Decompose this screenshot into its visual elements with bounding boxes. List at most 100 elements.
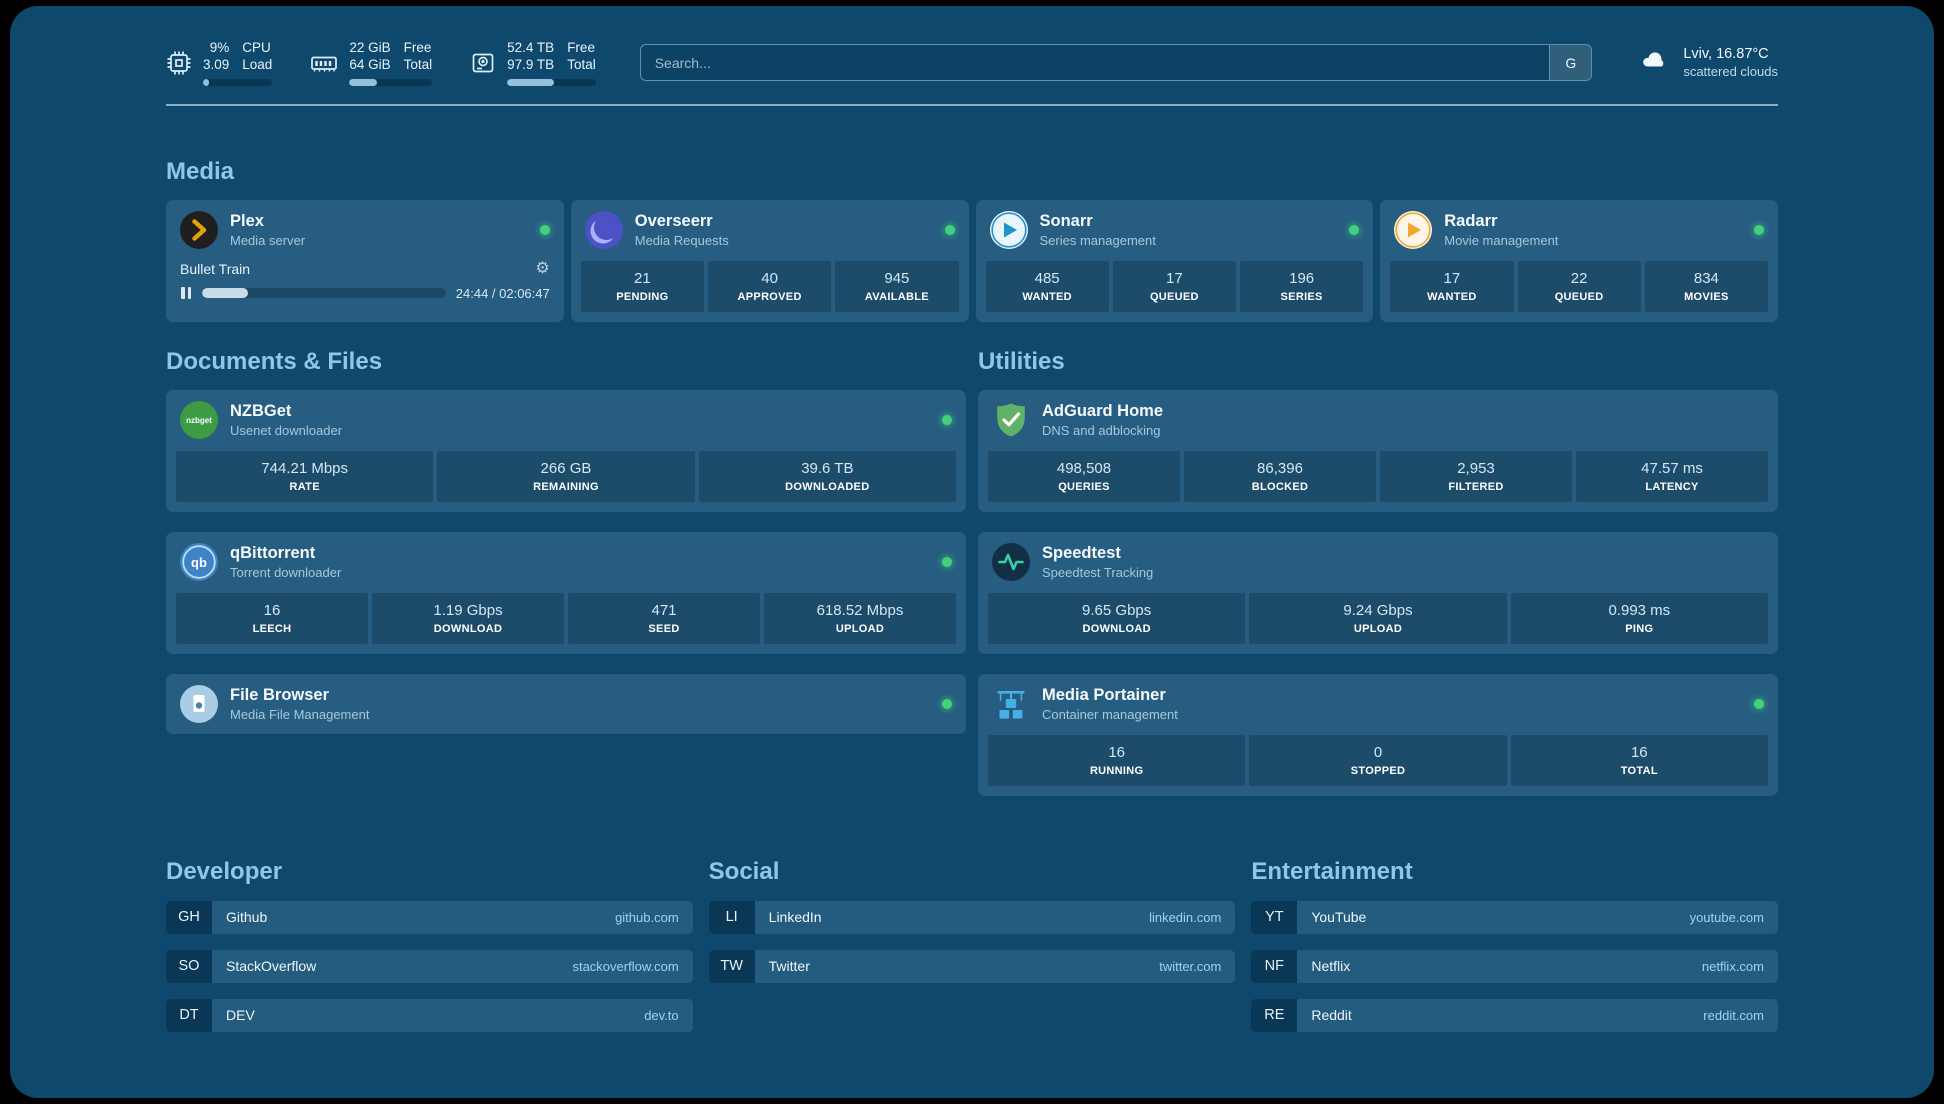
search-bar: G bbox=[639, 44, 1593, 82]
status-dot bbox=[944, 224, 955, 235]
service-card-sonarr[interactable]: Sonarr Series management 485 WANTED 17 Q… bbox=[975, 199, 1374, 322]
playback-progress-track[interactable] bbox=[202, 288, 446, 299]
radarr-header[interactable]: Radarr Movie management bbox=[1380, 200, 1778, 260]
stat-upload: 618.52 Mbps UPLOAD bbox=[764, 592, 956, 644]
adguard-header[interactable]: AdGuard Home DNS and adblocking bbox=[978, 390, 1778, 450]
bookmark-name: Twitter bbox=[768, 958, 810, 975]
stat-label: FILTERED bbox=[1448, 480, 1504, 493]
service-card-plex[interactable]: Plex Media server Bullet Train bbox=[166, 199, 564, 322]
stat-value: 196 bbox=[1289, 269, 1315, 287]
bookmark-row-dev[interactable]: DT DEV dev.to bbox=[166, 998, 693, 1032]
service-card-nzbget[interactable]: nzbget NZBGet Usenet downloader 74 bbox=[166, 389, 966, 512]
speedtest-pulse-icon bbox=[992, 542, 1030, 581]
bookmark-group-developer: Developer GH Github github.com SO StackO… bbox=[166, 858, 693, 1032]
adguard-text: AdGuard Home DNS and adblocking bbox=[1042, 402, 1163, 438]
bookmark-row-reddit[interactable]: RE Reddit reddit.com bbox=[1251, 998, 1778, 1032]
bookmark-row-github[interactable]: GH Github github.com bbox=[166, 900, 693, 934]
stat-label: LATENCY bbox=[1645, 480, 1699, 493]
service-card-portainer[interactable]: Media Portainer Container management 16 … bbox=[978, 673, 1778, 796]
memory-widget: 22 GiB 64 GiB Free Total bbox=[310, 40, 433, 86]
search-provider-button[interactable]: G bbox=[1549, 45, 1592, 81]
stat-label: PENDING bbox=[616, 290, 669, 303]
cpu-load-label: Load bbox=[242, 56, 273, 72]
settings-gear-icon[interactable] bbox=[535, 261, 549, 277]
system-widgets: 9% 3.09 CPU Load bbox=[166, 40, 596, 86]
bookmark-row-stackoverflow[interactable]: SO StackOverflow stackoverflow.com bbox=[166, 949, 693, 983]
section-title-media: Media bbox=[166, 157, 235, 185]
service-card-filebrowser[interactable]: File Browser Media File Management bbox=[166, 673, 966, 734]
stat-label: REMAINING bbox=[533, 480, 599, 493]
stat-label: QUEUED bbox=[1554, 290, 1604, 303]
stat-available: 945 AVAILABLE bbox=[835, 260, 959, 312]
stat-label: DOWNLOADED bbox=[785, 480, 870, 493]
stat-value: 266 GB bbox=[540, 459, 592, 477]
cpu-progress-track bbox=[203, 78, 273, 86]
sonarr-header[interactable]: Sonarr Series management bbox=[976, 200, 1374, 260]
weather-widget: Lviv, 16.87°C scattered clouds bbox=[1636, 46, 1778, 79]
stat-queries: 498,508 QUERIES bbox=[988, 450, 1180, 502]
bookmark-domain: youtube.com bbox=[1689, 909, 1764, 925]
stat-value: 17 bbox=[1443, 269, 1461, 287]
documents-column: Documents & Files nzbget bbox=[166, 348, 966, 796]
stat-value: 16 bbox=[263, 601, 281, 619]
status-dot bbox=[942, 698, 952, 709]
dashboard: 9% 3.09 CPU Load bbox=[10, 6, 1934, 1098]
service-name: Sonarr bbox=[1039, 211, 1093, 230]
service-card-radarr[interactable]: Radarr Movie management 17 WANTED 22 QUE… bbox=[1380, 199, 1778, 322]
stat-wanted: 17 WANTED bbox=[1390, 260, 1514, 312]
stat-value: 485 bbox=[1034, 269, 1060, 287]
service-card-overseerr[interactable]: Overseerr Media Requests 21 PENDING 40 A… bbox=[570, 199, 969, 322]
service-subtitle: DNS and adblocking bbox=[1042, 422, 1161, 438]
service-card-adguard[interactable]: AdGuard Home DNS and adblocking 498,508 … bbox=[978, 389, 1778, 512]
stat-value: 40 bbox=[761, 269, 778, 287]
portainer-text: Media Portainer Container management bbox=[1042, 686, 1178, 722]
stat-value: 9.24 Gbps bbox=[1343, 601, 1413, 619]
plex-header[interactable]: Plex Media server bbox=[166, 200, 564, 260]
adguard-stats: 498,508 QUERIES 86,396 BLOCKED 2,953 FIL… bbox=[978, 450, 1778, 512]
cpu-percent: 9% bbox=[209, 40, 230, 55]
now-playing-title: Bullet Train bbox=[180, 260, 251, 277]
memory-total: 64 GiB bbox=[349, 56, 391, 72]
stat-label: RATE bbox=[289, 480, 320, 493]
bookmark-name: StackOverflow bbox=[226, 958, 317, 975]
service-name: File Browser bbox=[230, 685, 330, 704]
qbittorrent-icon: qb bbox=[180, 542, 218, 581]
service-subtitle: Usenet downloader bbox=[230, 422, 343, 438]
radarr-stats: 17 WANTED 22 QUEUED 834 MOVIES bbox=[1380, 260, 1778, 322]
bookmark-row-youtube[interactable]: YT YouTube youtube.com bbox=[1251, 900, 1778, 934]
service-card-qbittorrent[interactable]: qb qBittorrent Torrent downloader bbox=[166, 531, 966, 654]
search-input[interactable] bbox=[640, 45, 1550, 81]
plex-now-playing: Bullet Train 24:44 / 02:06:47 bbox=[166, 260, 564, 313]
stat-label: WANTED bbox=[1427, 290, 1477, 303]
hard-drive-icon bbox=[470, 50, 496, 76]
stat-series: 196 SERIES bbox=[1240, 260, 1364, 312]
stat-value: 498,508 bbox=[1056, 459, 1112, 477]
stat-value: 22 bbox=[1570, 269, 1588, 287]
portainer-header[interactable]: Media Portainer Container management bbox=[978, 674, 1778, 734]
service-name: qBittorrent bbox=[230, 543, 316, 562]
bookmark-row-twitter[interactable]: TW Twitter twitter.com bbox=[708, 949, 1236, 983]
playback-progress-fill bbox=[202, 288, 249, 299]
pause-button[interactable] bbox=[180, 286, 192, 300]
qbittorrent-header[interactable]: qb qBittorrent Torrent downloader bbox=[166, 532, 966, 592]
memory-free-label: Free bbox=[403, 40, 432, 55]
bookmark-row-linkedin[interactable]: LI LinkedIn linkedin.com bbox=[708, 900, 1236, 934]
radarr-icon bbox=[1394, 210, 1433, 249]
portainer-stats: 16 RUNNING 0 STOPPED 16 TOTAL bbox=[978, 734, 1778, 796]
stat-filtered: 2,953 FILTERED bbox=[1380, 450, 1572, 502]
nzbget-header[interactable]: nzbget NZBGet Usenet downloader bbox=[166, 390, 966, 450]
bookmark-domain: netflix.com bbox=[1701, 958, 1764, 974]
stat-label: TOTAL bbox=[1620, 764, 1658, 777]
bookmark-name: Github bbox=[226, 909, 268, 926]
plex-text: Plex Media server bbox=[230, 212, 305, 248]
disk-progress-fill bbox=[507, 78, 555, 86]
service-card-speedtest[interactable]: Speedtest Speedtest Tracking 9.65 Gbps D… bbox=[978, 531, 1778, 654]
overseerr-header[interactable]: Overseerr Media Requests bbox=[571, 200, 969, 260]
bookmark-name: Reddit bbox=[1311, 1007, 1352, 1024]
stat-upload: 9.24 Gbps UPLOAD bbox=[1249, 592, 1507, 644]
speedtest-header[interactable]: Speedtest Speedtest Tracking bbox=[978, 532, 1778, 592]
stat-leech: 16 LEECH bbox=[176, 592, 368, 644]
filebrowser-header[interactable]: File Browser Media File Management bbox=[166, 674, 966, 734]
top-bar: 9% 3.09 CPU Load bbox=[10, 6, 1934, 86]
bookmark-row-netflix[interactable]: NF Netflix netflix.com bbox=[1251, 949, 1778, 983]
